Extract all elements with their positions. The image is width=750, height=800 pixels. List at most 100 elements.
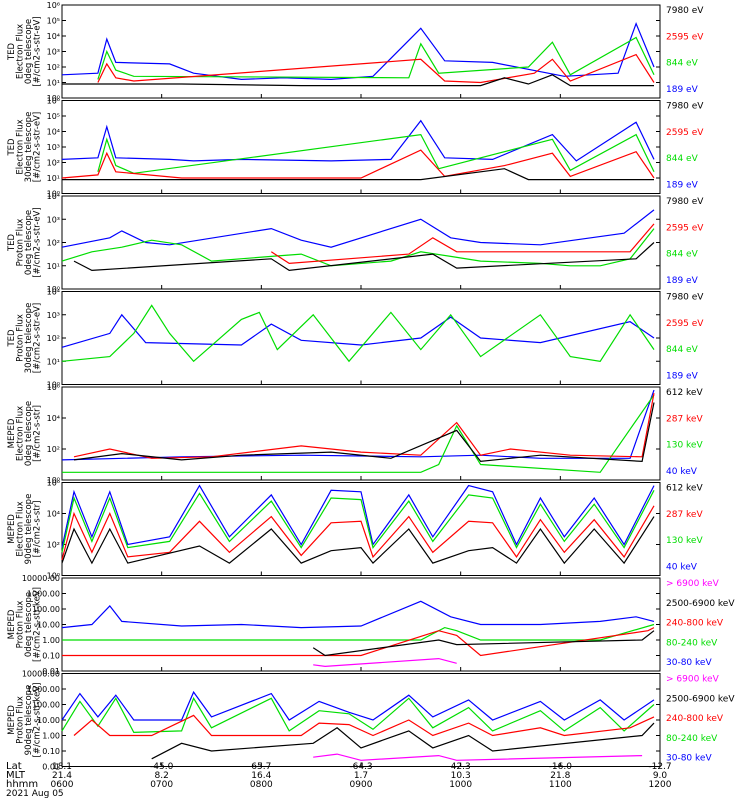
x-tick-hhmm: 0700: [150, 780, 173, 790]
series-line: [61, 690, 655, 721]
y-tick-label: 10²: [47, 541, 60, 550]
legend-entry: 130 keV: [666, 536, 703, 546]
series-line: [97, 133, 655, 174]
mlt-row-label: MLT: [6, 770, 26, 781]
x-tick-mlt: 1.7: [354, 771, 368, 781]
y-tick-label: 1.00: [42, 636, 60, 645]
series-line: [61, 696, 655, 734]
y-tick-label: 10⁶: [47, 383, 60, 392]
legend-entry: 7980 eV: [666, 293, 704, 303]
legend-entry: 844 eV: [666, 154, 699, 164]
y-tick-label: 100.00: [32, 701, 60, 710]
series-line: [151, 722, 655, 760]
legend-entry: 240-800 keV: [666, 619, 724, 629]
y-tick-label: 10⁴: [47, 192, 60, 201]
y-axis-label-line: MEPED: [7, 705, 17, 735]
x-tick-lat: 65.7: [251, 762, 271, 772]
y-tick-label: 10⁶: [47, 479, 60, 488]
legend-entry: 612 keV: [666, 484, 703, 494]
legend-entry: 2595 eV: [666, 128, 704, 138]
series-line: [61, 313, 655, 348]
series-line: [62, 394, 655, 473]
y-tick-label: 10²: [47, 159, 60, 168]
y-tick-label: 10³: [47, 48, 60, 57]
y-axis-label-line: 0deg telescope: [24, 19, 34, 84]
legend-entry: 2595 eV: [666, 319, 704, 329]
legend-entry: 80-240 keV: [666, 638, 718, 648]
y-tick-label: 10⁴: [47, 32, 60, 41]
y-tick-label: 10⁰: [47, 94, 60, 103]
y-axis-label-line: MEPED: [7, 418, 17, 448]
series-line: [73, 714, 655, 737]
series-line: [62, 623, 655, 641]
legend-entry: 189 eV: [666, 181, 699, 191]
legend-entry: 30-80 keV: [666, 754, 712, 764]
y-axis-label-line: [#/cm2-s-str]: [33, 405, 43, 462]
series-line: [73, 242, 655, 272]
y-tick-label: 0.10: [42, 652, 60, 661]
legend-entry: 130 keV: [666, 441, 703, 451]
x-tick-mlt: 8.2: [155, 771, 169, 781]
series-line: [97, 36, 655, 80]
y-axis-label-line: TED: [7, 42, 17, 61]
y-tick-label: 10⁰: [47, 190, 60, 199]
legend-entry: 189 eV: [666, 85, 699, 95]
y-tick-label: 10⁰: [47, 572, 60, 581]
y-tick-label: 100.00: [32, 605, 60, 614]
y-tick-label: 1000.00: [27, 685, 60, 694]
legend-entry: > 6900 keV: [666, 675, 720, 685]
x-tick-lat: 18.1: [52, 762, 72, 772]
y-axis-label-line: [#/cm2-s-str-eV]: [33, 16, 43, 86]
y-tick-label: 0.01: [42, 763, 60, 772]
series-line: [61, 228, 655, 267]
series-line: [61, 516, 655, 565]
series-line: [61, 149, 655, 179]
series-line: [61, 484, 655, 548]
x-tick-hhmm: 1000: [449, 780, 472, 790]
y-tick-label: 10¹: [47, 79, 60, 88]
series-line: [61, 490, 655, 553]
legend-entry: 189 eV: [666, 372, 699, 382]
x-tick-hhmm: 1100: [549, 780, 572, 790]
legend-entry: 2500-6900 keV: [666, 694, 735, 704]
series-line: [73, 402, 655, 463]
legend-entry: 7980 eV: [666, 6, 704, 16]
legend-entry: 612 keV: [666, 388, 703, 398]
y-tick-label: 10¹: [47, 174, 60, 183]
y-tick-label: 10.00: [37, 621, 60, 630]
legend-entry: > 6900 keV: [666, 579, 720, 589]
legend-entry: 2500-6900 keV: [666, 599, 735, 609]
series-line: [61, 389, 655, 461]
y-tick-label: 10⁰: [47, 285, 60, 294]
legend-entry: 189 eV: [666, 276, 699, 286]
panel-frame: [61, 386, 661, 481]
y-tick-label: 10¹: [47, 357, 60, 366]
legend-entry: 40 keV: [666, 467, 698, 477]
series-line: [73, 393, 655, 459]
legend-entry: 2595 eV: [666, 32, 704, 42]
y-tick-label: 10⁰: [47, 381, 60, 390]
y-axis-label-line: 0deg telescope: [24, 592, 34, 657]
y-axis-label-line: Proton Flux: [16, 314, 26, 362]
y-axis-label-line: Proton Flux: [16, 601, 26, 649]
legend-entry: 40 keV: [666, 563, 698, 573]
legend-entry: 240-800 keV: [666, 714, 724, 724]
series-line: [313, 753, 643, 761]
x-tick-hhmm: 0800: [250, 780, 273, 790]
y-tick-label: 0.01: [42, 667, 60, 676]
series-line: [61, 209, 655, 248]
y-axis-label-line: 0deg telescope: [24, 401, 34, 466]
series-line: [61, 600, 655, 629]
y-axis-label-line: TED: [7, 233, 17, 252]
y-axis-label-line: Electron Flux: [16, 406, 26, 461]
legend-entry: 80-240 keV: [666, 734, 718, 744]
x-tick-hhmm: 0600: [51, 780, 74, 790]
